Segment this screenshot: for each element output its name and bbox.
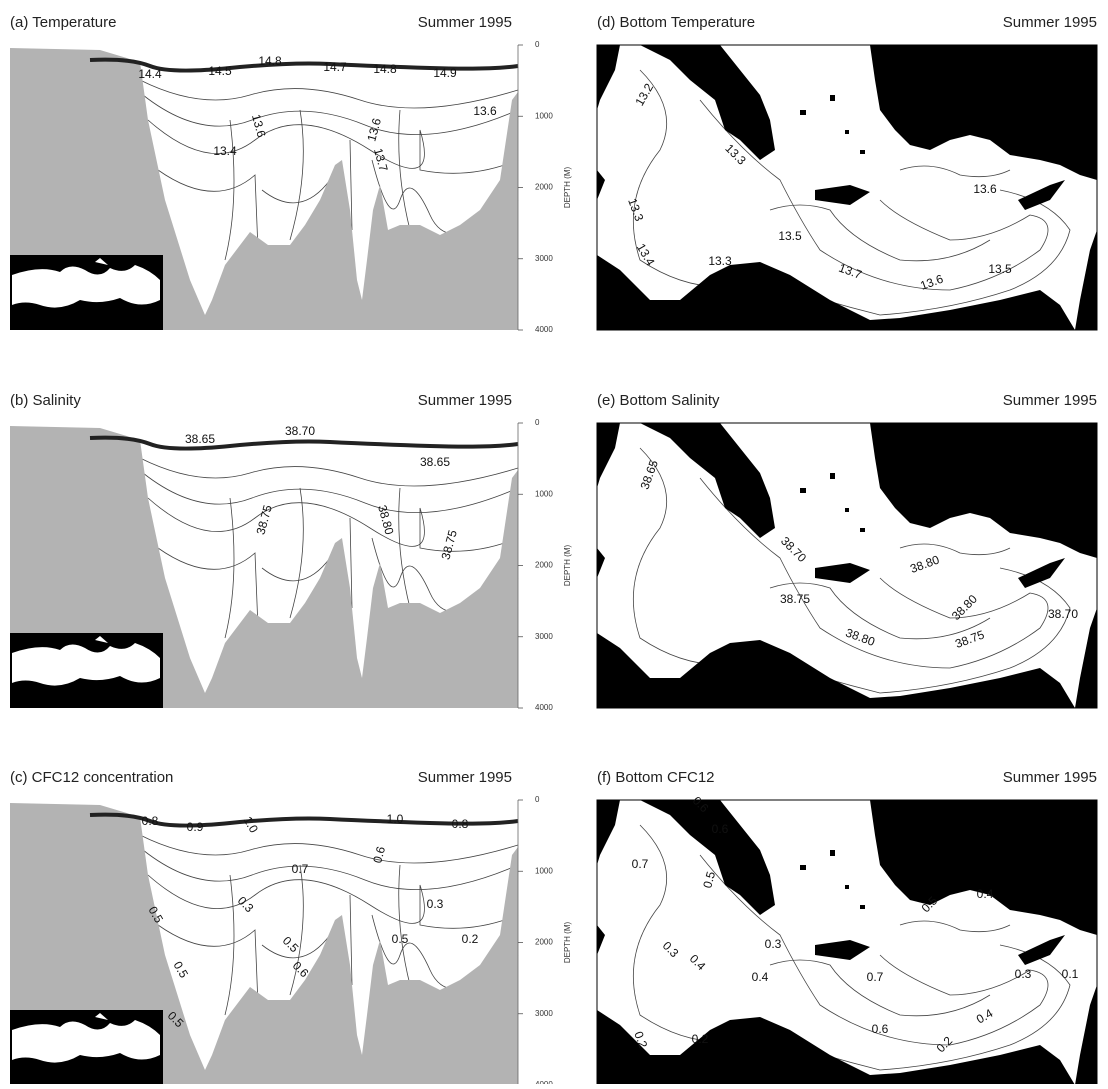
section-graphic [8, 43, 520, 332]
depth-tick-label: 4000 [535, 1080, 553, 1084]
contour-label: 38.70 [285, 424, 315, 438]
contour-label: 0.1 [1062, 967, 1079, 981]
contour-label: 0.8 [142, 814, 159, 828]
panel-title: (a) Temperature [10, 14, 116, 31]
map-graphic [596, 44, 1098, 331]
section-graphic [8, 798, 520, 1087]
contour-label: 0.6 [712, 822, 729, 836]
contour-label: 13.6 [973, 182, 997, 196]
map-panel: (d) Bottom Temperature Summer 199513.213.… [596, 14, 1098, 331]
contour-label: 0.5 [392, 932, 409, 946]
depth-tick-label: 0 [535, 418, 540, 427]
section-panel: (c) CFC12 concentration Summer 1995 0 1000 2… [8, 769, 572, 1089]
panel-title: (f) Bottom CFC12 [597, 769, 715, 786]
depth-tick-label: 4000 [535, 325, 553, 334]
section-panel: (b) Salinity Summer 1995 0 1000 2000 3000 4000… [8, 392, 572, 712]
panel-period: Summer 1995 [1003, 769, 1097, 786]
depth-tick-label: 2000 [535, 561, 553, 570]
contour-label: 0.8 [452, 817, 469, 831]
contour-label: 13.3 [708, 254, 732, 268]
contour-label: 0.2 [462, 932, 479, 946]
contour-label: 0.6 [872, 1022, 889, 1036]
contour-label: 0.9 [187, 820, 204, 834]
contour-label: 0.2 [692, 1032, 709, 1046]
depth-axis-label: DEPTH (M) [563, 545, 572, 587]
contour-label: 0.7 [867, 970, 884, 984]
contour-label: 38.70 [1048, 607, 1078, 621]
contour-label: 14.8 [258, 54, 282, 68]
map-panel: (e) Bottom Salinity Summer 199538.6538.70… [596, 392, 1098, 709]
panel-period: Summer 1995 [418, 392, 512, 409]
contour-label: 0.3 [427, 897, 444, 911]
contour-label: 13.4 [213, 144, 237, 158]
depth-axis-label: DEPTH (M) [563, 167, 572, 209]
panel-period: Summer 1995 [1003, 14, 1097, 31]
map-graphic [596, 422, 1098, 709]
contour-label: 38.75 [780, 592, 810, 606]
depth-tick-label: 2000 [535, 183, 553, 192]
contour-label: 14.4 [138, 67, 162, 81]
contour-label: 0.4 [977, 887, 994, 901]
panel-title: (d) Bottom Temperature [597, 14, 755, 31]
depth-tick-label: 1000 [535, 866, 553, 875]
contour-label: 13.7 [371, 147, 391, 173]
contour-label: 0.5 [700, 870, 718, 890]
contour-label: 13.6 [473, 104, 497, 118]
contour-label: 13.5 [988, 262, 1012, 276]
contour-label: 0.3 [765, 937, 782, 951]
panel-title: (e) Bottom Salinity [597, 392, 720, 409]
contour-label: 1.0 [387, 812, 404, 826]
panel-period: Summer 1995 [418, 14, 512, 31]
contour-label: 13.6 [364, 116, 384, 142]
depth-tick-label: 3000 [535, 254, 553, 263]
section-panel: (a) Temperature Summer 1995 0 1000 2000 3000 4… [8, 14, 572, 334]
depth-tick-label: 0 [535, 40, 540, 49]
contour-label: 14.8 [373, 62, 397, 76]
depth-tick-label: 2000 [535, 938, 553, 947]
contour-label: 0.7 [292, 862, 309, 876]
contour-label: 13.5 [778, 229, 802, 243]
contour-label: 0.6 [370, 845, 388, 865]
map-panel: (f) Bottom CFC12 Summer 1995 0.6 0.6 0.7 0.5 0… [596, 769, 1098, 1086]
panel-period: Summer 1995 [418, 769, 512, 786]
depth-tick-label: 1000 [535, 111, 553, 120]
panel-title: (c) CFC12 concentration [10, 769, 173, 786]
panel-period: Summer 1995 [1003, 392, 1097, 409]
contour-label: 38.65 [185, 432, 215, 446]
depth-tick-label: 3000 [535, 632, 553, 641]
contour-label: 0.4 [752, 970, 769, 984]
contour-label: 14.9 [433, 66, 457, 80]
panel-title: (b) Salinity [10, 392, 81, 409]
depth-tick-label: 1000 [535, 489, 553, 498]
contour-label: 14.7 [323, 60, 347, 74]
depth-tick-label: 0 [535, 795, 540, 804]
contour-label: 0.7 [632, 857, 649, 871]
depth-tick-label: 3000 [535, 1009, 553, 1018]
depth-axis-label: DEPTH (M) [563, 922, 572, 964]
contour-label: 0.2 [631, 1029, 650, 1050]
contour-label: 13.6 [249, 113, 269, 139]
contour-label: 38.65 [420, 455, 450, 469]
contour-label: 14.5 [208, 64, 232, 78]
depth-tick-label: 4000 [535, 703, 553, 712]
contour-label: 0.3 [1015, 967, 1032, 981]
